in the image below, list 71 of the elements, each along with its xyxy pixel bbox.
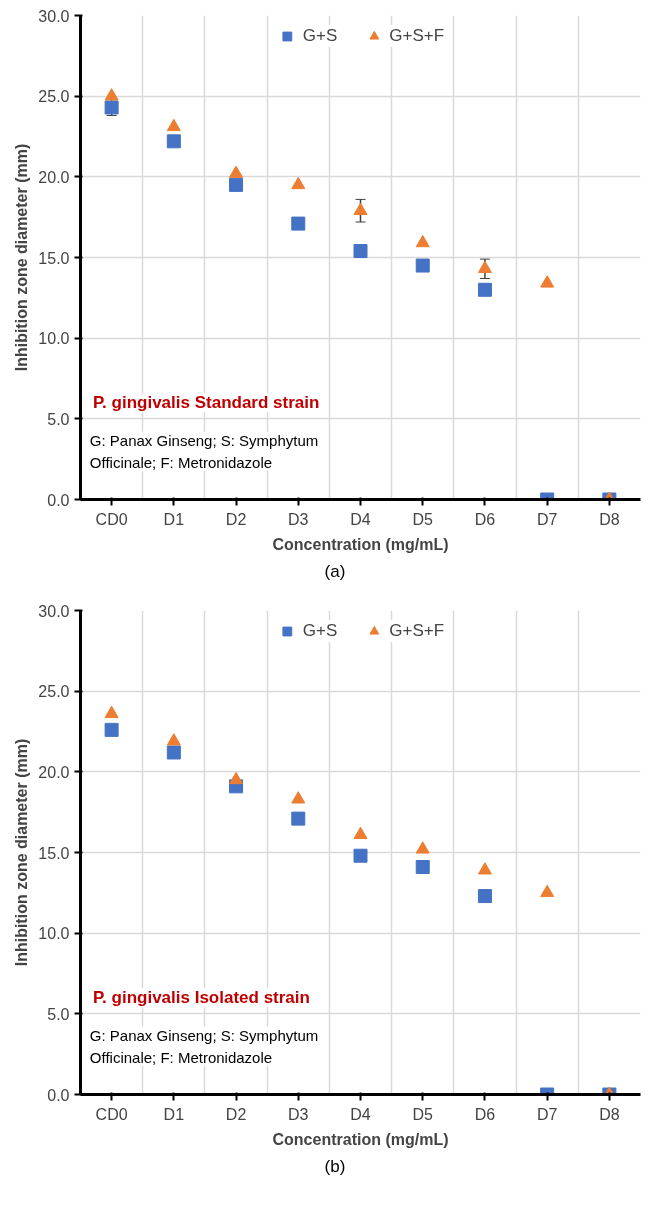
y-tick-label: 25.0 [38,88,70,106]
point [229,771,244,785]
text: (b) [324,1156,346,1178]
y-tick-label: 30.0 [38,7,70,25]
point [291,176,306,190]
x-tick-label: D2 [225,510,247,528]
legend-label: G+S+F [389,621,445,641]
y-tick-label: 25.0 [38,683,70,701]
x-tick-label: D2 [225,1105,247,1123]
annotation: G: Panax Ginseng; S: Symphytum Officinale; F: Metronidazole [89,1026,319,1066]
x-tick-label: D4 [350,510,371,528]
x-tick-label: D5 [412,1105,434,1123]
x-tick-label: CD0 [95,510,128,528]
point [353,202,368,215]
legend-label: G+S [302,621,338,641]
y-tick-label: 10.0 [38,330,70,348]
y-tick-label: 15.0 [38,844,70,862]
y-tick-label: 0.0 [47,491,70,509]
y-tick-label: 5.0 [47,1005,70,1023]
point [540,884,555,898]
point [229,165,244,178]
x-tick-label: D7 [536,510,558,528]
y-tick-label: 0.0 [47,1086,70,1104]
y-tick-label: 20.0 [38,168,70,186]
legend-label: G+S+F [389,26,445,46]
point [291,791,306,804]
point [415,841,430,854]
point [477,260,492,274]
point [415,258,430,273]
x-tick-label: D4 [350,1105,371,1123]
x-axis-title: Concentration (mg/mL) [272,1130,449,1148]
x-tick-label: D5 [412,510,434,528]
x-tick-label: D7 [536,1105,558,1123]
legend-label: G+S [302,26,338,46]
point [166,745,181,760]
point [540,275,555,288]
annotation: P. gingivalis Isolated strain [92,988,310,1008]
x-tick-label: D3 [288,1105,309,1123]
point [291,811,306,826]
y-axis-title: Inhibition zone diameter (mm) [13,143,31,372]
point [353,826,368,840]
y-tick-label: 20.0 [38,763,70,781]
y-tick-label: 15.0 [38,249,70,267]
x-tick-label: D8 [599,510,620,528]
point [104,705,119,719]
y-tick-label: 5.0 [47,410,70,428]
x-axis-title: Concentration (mg/mL) [272,535,449,553]
x-tick-label: D1 [163,510,185,528]
x-tick-label: CD0 [95,1105,128,1123]
annotation: P. gingivalis Standard strain [92,393,320,413]
annotation: G: Panax Ginseng; S: Symphytum Officinale; F: Metronidazole [89,431,319,471]
x-tick-label: D6 [474,1105,496,1123]
point [477,862,492,875]
y-axis-title: Inhibition zone diameter (mm) [13,738,31,967]
y-tick-label: 10.0 [38,925,70,943]
point [353,848,368,863]
point [166,134,181,149]
x-tick-label: D8 [599,1105,620,1123]
x-tick-label: D3 [288,510,309,528]
x-tick-label: D6 [474,510,496,528]
point [104,722,119,737]
point [291,216,306,231]
point [477,282,492,297]
point [166,118,181,132]
point [415,234,430,248]
point [166,733,181,746]
y-tick-label: 30.0 [38,602,70,620]
text: (a) [324,561,346,583]
point [104,88,119,101]
x-tick-label: D1 [163,1105,185,1123]
point [229,177,244,192]
